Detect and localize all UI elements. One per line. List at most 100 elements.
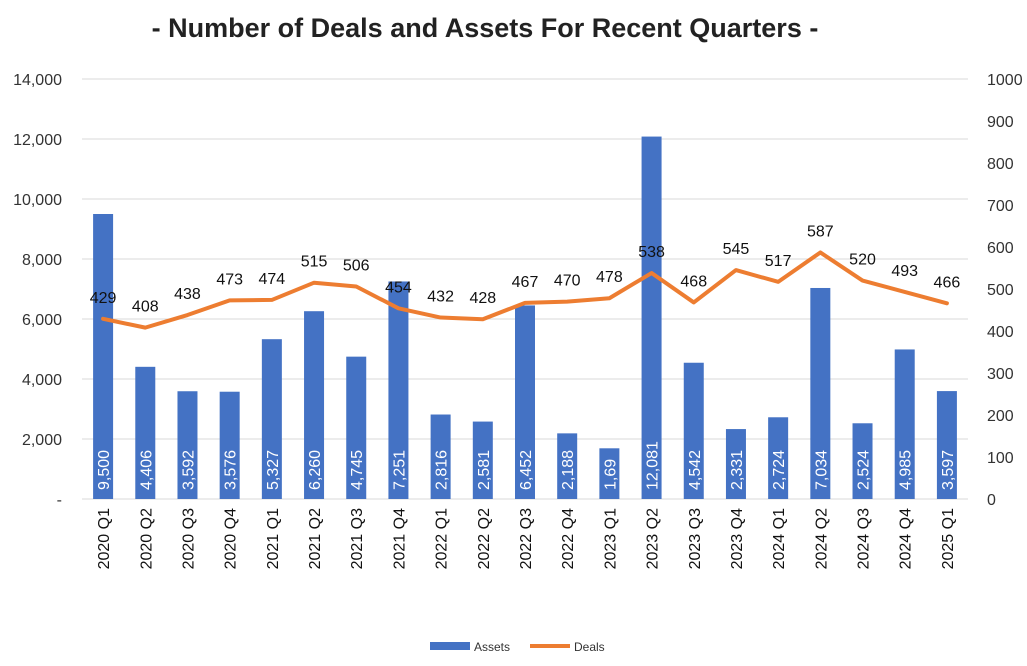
category-label: 2024 Q4 xyxy=(898,508,915,569)
assets-bar-label: 12,081 xyxy=(645,441,662,490)
assets-bar-label: 2,188 xyxy=(560,450,577,490)
assets-bar xyxy=(135,366,156,499)
legend-deals-label: Deals xyxy=(574,640,605,654)
assets-bar-label: 2,724 xyxy=(771,450,788,490)
legend: Assets Deals xyxy=(430,640,605,654)
category-label: 2020 Q4 xyxy=(223,508,240,569)
category-label: 2022 Q1 xyxy=(434,508,451,569)
category-label: 2024 Q2 xyxy=(813,508,830,569)
left-tick-label: 2,000 xyxy=(22,432,62,449)
assets-bar xyxy=(93,214,114,499)
deals-point-label: 478 xyxy=(596,269,623,286)
assets-bar xyxy=(388,281,409,499)
category-label: 2021 Q2 xyxy=(307,508,324,569)
assets-bar-label: 6,260 xyxy=(307,450,324,490)
left-tick-label: - xyxy=(57,492,62,509)
chart-title: - Number of Deals and Assets For Recent … xyxy=(152,13,819,43)
deals-series-line xyxy=(101,250,949,330)
deals-point-label: 408 xyxy=(132,299,159,316)
deals-point-label: 493 xyxy=(891,263,918,280)
assets-bar xyxy=(346,356,367,499)
deals-point-label: 466 xyxy=(934,274,961,291)
left-axis-ticks: - 2,000 4,000 6,000 8,000 10,000 12,000 14,000 xyxy=(13,72,62,509)
assets-bar xyxy=(599,448,620,499)
assets-bar xyxy=(472,421,493,499)
category-label: 2023 Q4 xyxy=(729,508,746,569)
category-label: 2021 Q1 xyxy=(265,508,282,569)
assets-bar-label: 4,406 xyxy=(138,450,155,490)
left-tick-label: 14,000 xyxy=(13,72,62,89)
right-tick-label: 100 xyxy=(987,450,1014,467)
category-label: 2020 Q3 xyxy=(180,508,197,569)
deals-point-label: 468 xyxy=(680,273,707,290)
left-tick-label: 6,000 xyxy=(22,312,62,329)
deals-point-label: 438 xyxy=(174,286,201,303)
deals-point-label: 517 xyxy=(765,253,792,270)
assets-bar xyxy=(810,287,831,499)
right-tick-label: 1000 xyxy=(987,72,1023,89)
right-tick-label: 800 xyxy=(987,156,1014,173)
category-label: 2020 Q2 xyxy=(138,508,155,569)
assets-bar-label: 5,327 xyxy=(265,450,282,490)
assets-bar xyxy=(936,391,957,499)
assets-bar-label: 2,581 xyxy=(476,450,493,490)
assets-bar xyxy=(557,433,578,499)
deals-point-label: 473 xyxy=(216,271,243,288)
assets-bar-label: 4,985 xyxy=(898,450,915,490)
category-labels: 2020 Q1 2020 Q2 2020 Q3 2020 Q4 2021 Q1 2021 … xyxy=(96,508,957,569)
deals-point-label: 520 xyxy=(849,252,876,269)
category-label: 2022 Q4 xyxy=(560,508,577,569)
deals-point-label: 515 xyxy=(301,254,328,271)
deals-point-label: 428 xyxy=(469,290,496,307)
deals-point-label: 470 xyxy=(554,273,581,290)
assets-bar-label: 7,034 xyxy=(813,450,830,490)
assets-bars xyxy=(93,136,957,499)
assets-bar-label: 6,452 xyxy=(518,450,535,490)
category-label: 2024 Q3 xyxy=(856,508,873,569)
category-label: 2023 Q1 xyxy=(602,508,619,569)
right-axis-ticks: 0 100 200 300 400 500 600 700 800 900 1000 xyxy=(987,72,1023,509)
assets-bar-label: 3,597 xyxy=(940,450,957,490)
category-label: 2021 Q4 xyxy=(391,508,408,569)
category-label: 2023 Q3 xyxy=(687,508,704,569)
assets-bar-label: 7,251 xyxy=(391,450,408,490)
deals-point-label: 506 xyxy=(343,257,370,274)
assets-bar xyxy=(261,339,282,499)
assets-bar xyxy=(683,362,704,499)
assets-bar xyxy=(768,417,789,499)
left-tick-label: 4,000 xyxy=(22,372,62,389)
legend-assets-swatch xyxy=(430,642,470,650)
assets-bar xyxy=(304,311,325,499)
assets-bar xyxy=(894,349,915,499)
category-label: 2021 Q3 xyxy=(349,508,366,569)
right-tick-label: 300 xyxy=(987,366,1014,383)
category-label: 2020 Q1 xyxy=(96,508,113,569)
deals-point-label: 467 xyxy=(512,274,539,291)
deals-point-label: 587 xyxy=(807,223,834,240)
right-tick-label: 700 xyxy=(987,198,1014,215)
right-tick-label: 200 xyxy=(987,408,1014,425)
assets-bar-label: 2,331 xyxy=(729,450,746,490)
assets-bar-labels: 9,500 4,406 3,592 3,576 5,327 6,260 4,745 7,251… xyxy=(96,441,957,490)
deals-line-labels: 429 408 438 473 474 515 506 454 432 428 467 470 478 5… xyxy=(90,223,961,315)
category-label: 2023 Q2 xyxy=(645,508,662,569)
left-tick-label: 12,000 xyxy=(13,132,62,149)
category-label: 2022 Q2 xyxy=(476,508,493,569)
assets-bar-label: 1,69 xyxy=(602,459,619,490)
right-tick-label: 400 xyxy=(987,324,1014,341)
assets-bar-label: 4,745 xyxy=(349,450,366,490)
left-tick-label: 8,000 xyxy=(22,252,62,269)
legend-assets-label: Assets xyxy=(474,640,510,654)
right-tick-label: 500 xyxy=(987,282,1014,299)
deals-point-label: 432 xyxy=(427,289,454,306)
deals-point-label: 545 xyxy=(723,241,750,258)
category-label: 2025 Q1 xyxy=(940,508,957,569)
category-label: 2022 Q3 xyxy=(518,508,535,569)
assets-bar xyxy=(430,414,451,499)
category-label: 2024 Q1 xyxy=(771,508,788,569)
assets-bar-label: 4,542 xyxy=(687,450,704,490)
assets-bar-label: 2,816 xyxy=(434,450,451,490)
deals-point-label: 429 xyxy=(90,290,117,307)
assets-bar-label: 3,576 xyxy=(223,450,240,490)
